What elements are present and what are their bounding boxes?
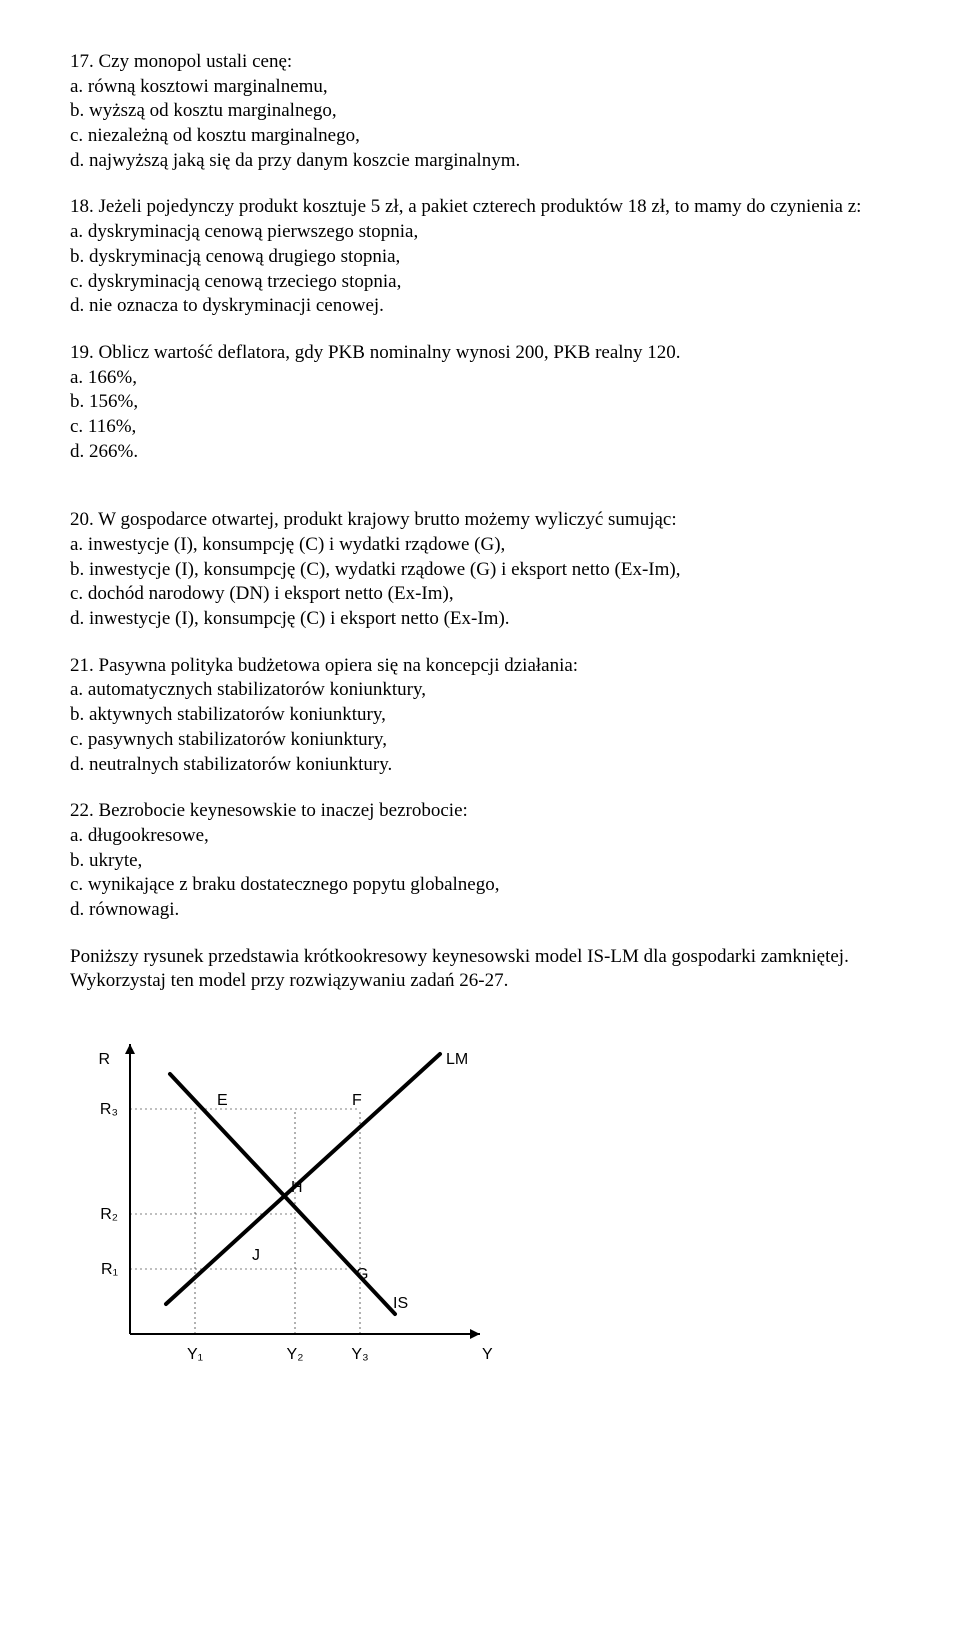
option-item: a. inwestycje (I), konsumpcję (C) i wyda… [70, 533, 890, 558]
option-item: a. automatycznych stabilizatorów koniunk… [70, 678, 890, 703]
svg-text:Y₂: Y₂ [287, 1346, 304, 1363]
option-item: a. 166%, [70, 366, 890, 391]
option-item: b. aktywnych stabilizatorów koniunktury, [70, 703, 890, 728]
svg-text:R: R [98, 1051, 110, 1068]
option-item: d. nie oznacza to dyskryminacji cenowej. [70, 294, 890, 319]
options-list: a. równą kosztowi marginalnemu,b. wyższą… [70, 75, 890, 174]
question-text: 20. W gospodarce otwartej, produkt krajo… [70, 508, 890, 533]
option-item: d. inwestycje (I), konsumpcję (C) i eksp… [70, 607, 890, 632]
question-block: 17. Czy monopol ustali cenę:a. równą kos… [70, 50, 890, 173]
svg-text:LM: LM [446, 1051, 468, 1068]
question-block: 21. Pasywna polityka budżetowa opiera si… [70, 654, 890, 777]
option-item: a. długookresowe, [70, 824, 890, 849]
option-item: b. wyższą od kosztu marginalnego, [70, 99, 890, 124]
option-item: a. równą kosztowi marginalnemu, [70, 75, 890, 100]
options-list: a. dyskryminacją cenową pierwszego stopn… [70, 220, 890, 319]
svg-text:R₁: R₁ [101, 1261, 118, 1278]
question-text: 17. Czy monopol ustali cenę: [70, 50, 890, 75]
option-item: a. dyskryminacją cenową pierwszego stopn… [70, 220, 890, 245]
question-block: 22. Bezrobocie keynesowskie to inaczej b… [70, 799, 890, 922]
question-block: 20. W gospodarce otwartej, produkt krajo… [70, 508, 890, 631]
svg-text:R₂: R₂ [100, 1206, 118, 1223]
svg-text:G: G [356, 1266, 368, 1283]
question-text: 21. Pasywna polityka budżetowa opiera si… [70, 654, 890, 679]
option-item: d. 266%. [70, 440, 890, 465]
svg-text:J: J [252, 1247, 260, 1264]
svg-text:R₃: R₃ [100, 1101, 118, 1118]
svg-text:H: H [291, 1179, 303, 1196]
options-list: a. inwestycje (I), konsumpcję (C) i wyda… [70, 533, 890, 632]
option-item: b. ukryte, [70, 849, 890, 874]
svg-text:E: E [217, 1092, 228, 1109]
options-list: a. 166%,b. 156%,c. 116%,d. 266%. [70, 366, 890, 465]
option-item: b. inwestycje (I), konsumpcję (C), wydat… [70, 558, 890, 583]
question-text: 18. Jeżeli pojedynczy produkt kosztuje 5… [70, 195, 890, 220]
islm-chart: R Y R₃ R₂ R₁ Y₁ Y₂ Y₃ E F H J G LM IS [70, 1024, 890, 1384]
svg-text:Y₃: Y₃ [351, 1346, 368, 1363]
svg-text:F: F [352, 1092, 362, 1109]
option-item: b. 156%, [70, 390, 890, 415]
option-item: d. neutralnych stabilizatorów koniunktur… [70, 753, 890, 778]
svg-text:Y₁: Y₁ [187, 1346, 203, 1363]
svg-text:Y: Y [482, 1346, 493, 1363]
options-list: a. długookresowe,b. ukryte,c. wynikające… [70, 824, 890, 923]
question-block: 19. Oblicz wartość deflatora, gdy PKB no… [70, 341, 890, 464]
question-text: 22. Bezrobocie keynesowskie to inaczej b… [70, 799, 890, 824]
question-block: 18. Jeżeli pojedynczy produkt kosztuje 5… [70, 195, 890, 318]
option-item: c. wynikające z braku dostatecznego popy… [70, 873, 890, 898]
option-item: d. równowagi. [70, 898, 890, 923]
option-item: c. dyskryminacją cenową trzeciego stopni… [70, 270, 890, 295]
option-item: c. dochód narodowy (DN) i eksport netto … [70, 582, 890, 607]
options-list: a. automatycznych stabilizatorów koniunk… [70, 678, 890, 777]
chart-note: Poniższy rysunek przedstawia krótkookres… [70, 945, 890, 994]
option-item: d. najwyższą jaką się da przy danym kosz… [70, 149, 890, 174]
option-item: c. 116%, [70, 415, 890, 440]
svg-text:IS: IS [393, 1295, 408, 1312]
option-item: c. niezależną od kosztu marginalnego, [70, 124, 890, 149]
option-item: c. pasywnych stabilizatorów koniunktury, [70, 728, 890, 753]
question-text: 19. Oblicz wartość deflatora, gdy PKB no… [70, 341, 890, 366]
option-item: b. dyskryminacją cenową drugiego stopnia… [70, 245, 890, 270]
